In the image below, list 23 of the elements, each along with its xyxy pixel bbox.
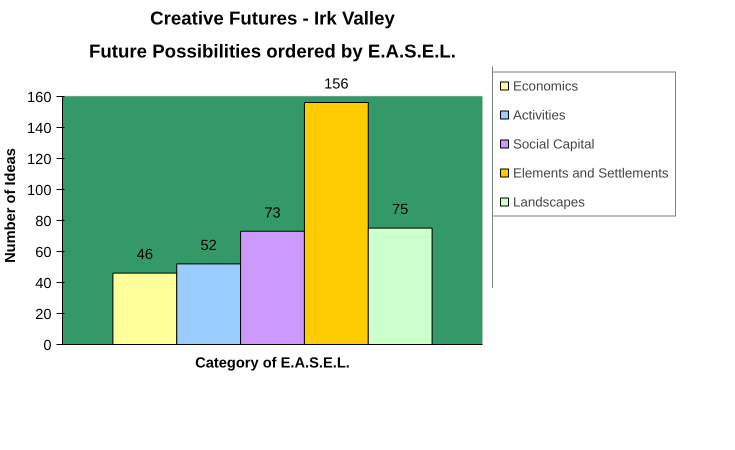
y-tick-label: 60 bbox=[35, 244, 52, 261]
y-tick-label: 120 bbox=[27, 152, 52, 168]
x-axis-title: Category of E.A.S.E.L. bbox=[195, 356, 350, 372]
data-label: 156 bbox=[324, 76, 349, 92]
legend-label: Landscapes bbox=[513, 194, 585, 210]
legend-label: Elements and Settlements bbox=[513, 165, 669, 180]
data-label: 46 bbox=[136, 247, 153, 264]
data-label: 52 bbox=[200, 238, 217, 254]
y-tick-label: 20 bbox=[35, 306, 52, 323]
y-tick-label: 100 bbox=[27, 182, 52, 199]
y-tick-label: 0 bbox=[43, 338, 52, 354]
data-label: 73 bbox=[264, 205, 281, 222]
y-tick-label: 80 bbox=[35, 214, 52, 230]
chart-subtitle: Future Possibilities ordered by E.A.S.E.L. bbox=[89, 40, 456, 62]
legend-label: Social Capital bbox=[513, 136, 594, 152]
legend-label: Activities bbox=[513, 107, 566, 122]
y-tick-label: 40 bbox=[35, 276, 52, 292]
chart-title: Creative Futures - Irk Valley bbox=[150, 8, 396, 28]
legend-label: Economics bbox=[513, 78, 578, 94]
y-tick-label: 140 bbox=[27, 120, 52, 137]
y-axis-title: Number of Ideas bbox=[3, 148, 20, 263]
y-tick-label: 160 bbox=[27, 90, 52, 106]
data-label: 75 bbox=[392, 202, 408, 218]
